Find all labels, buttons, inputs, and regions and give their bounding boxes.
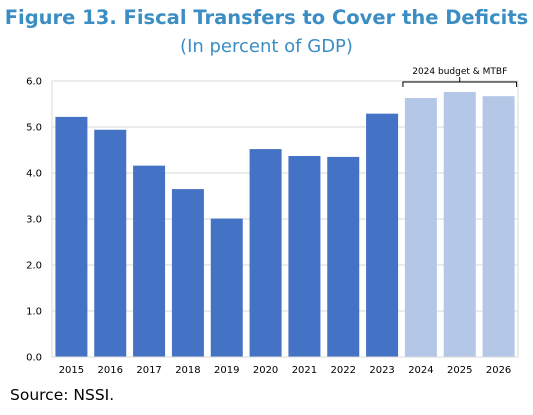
- y-tick-label: 1.0: [26, 307, 42, 318]
- projection-annotation: 2024 budget & MTBF: [412, 67, 507, 77]
- y-tick-label: 5.0: [26, 123, 42, 134]
- bar-2019: [210, 218, 243, 357]
- x-tick-label: 2019: [214, 365, 239, 376]
- bar-2023: [366, 113, 399, 357]
- y-tick-label: 3.0: [26, 215, 42, 226]
- bar-2020: [249, 149, 282, 357]
- plot-area: [51, 80, 519, 358]
- x-tick-label: 2020: [253, 365, 278, 376]
- projection-bracket: [402, 77, 518, 87]
- x-tick-label: 2026: [486, 365, 511, 376]
- chart-subtitle: (In percent of GDP): [180, 36, 353, 57]
- bar-chart: 0.0 1.0 2.0 3.0 4.0 5.0 6.0 2015 2016 2017 2018 201…: [26, 67, 519, 376]
- x-tick-label: 2018: [175, 365, 200, 376]
- x-tick-label: 2022: [331, 365, 356, 376]
- bar-2022: [327, 156, 360, 357]
- bar-2015: [55, 116, 88, 357]
- x-tick-label: 2023: [369, 365, 394, 376]
- bar-2021: [288, 155, 321, 357]
- x-tick-label: 2025: [447, 365, 472, 376]
- bar-2016: [94, 129, 127, 357]
- x-tick-label: 2016: [98, 365, 123, 376]
- x-tick-label: 2021: [292, 365, 317, 376]
- bar-2017: [133, 165, 166, 357]
- x-tick-label: 2024: [408, 365, 433, 376]
- chart-title: Figure 13. Fiscal Transfers to Cover the…: [4, 6, 529, 29]
- bar-2025: [443, 92, 476, 357]
- x-tick-label: 2015: [59, 365, 84, 376]
- y-tick-label: 2.0: [26, 261, 42, 272]
- y-tick-label: 0.0: [26, 353, 42, 364]
- bar-2026: [482, 96, 515, 358]
- source-note: Source: NSSI.: [10, 386, 115, 404]
- bar-2024: [404, 98, 437, 358]
- y-tick-label: 6.0: [26, 77, 42, 88]
- x-tick-label: 2017: [136, 365, 161, 376]
- bar-2018: [171, 189, 204, 357]
- y-tick-label: 4.0: [26, 169, 42, 180]
